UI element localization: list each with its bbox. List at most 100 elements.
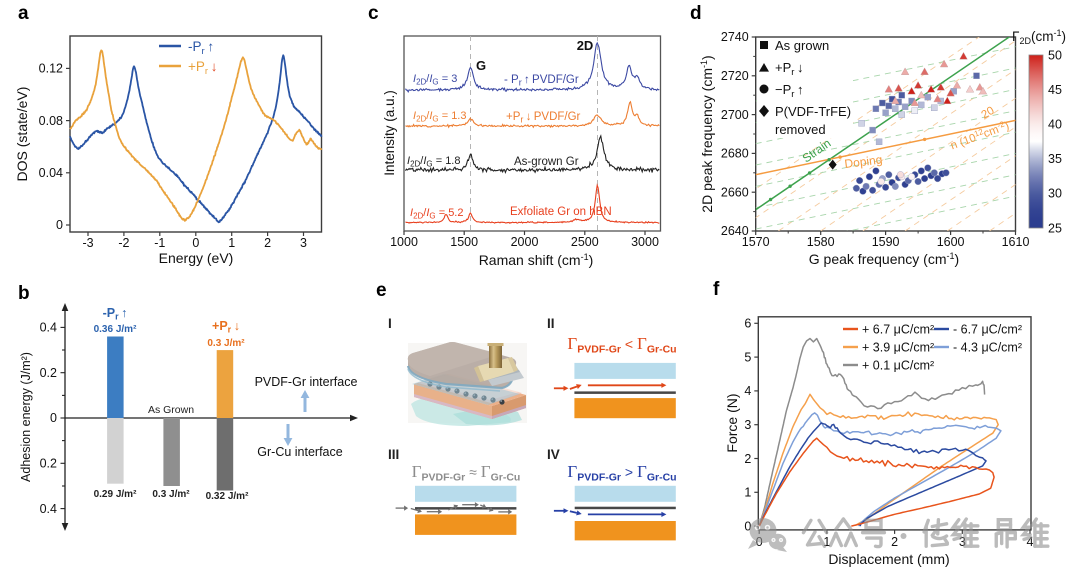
svg-text:Raman shift (cm-1): Raman shift (cm-1)	[479, 252, 594, 268]
svg-text:P(VDF-TrFE): P(VDF-TrFE)	[775, 104, 851, 119]
svg-text:30: 30	[1048, 187, 1062, 201]
svg-text:a: a	[18, 3, 29, 24]
svg-text:ΓPVDF-Gr < ΓGr-Cu: ΓPVDF-Gr < ΓGr-Cu	[567, 334, 676, 356]
svg-text:1: 1	[228, 236, 235, 250]
svg-text:1000: 1000	[390, 235, 418, 249]
svg-text:2: 2	[264, 236, 271, 250]
svg-text:45: 45	[1048, 83, 1062, 97]
svg-text:3: 3	[300, 236, 307, 250]
svg-text:+ 6.7 μC/cm²: + 6.7 μC/cm²	[862, 323, 934, 337]
svg-text:0.2: 0.2	[40, 457, 57, 471]
svg-text:III: III	[388, 447, 399, 462]
svg-text:5: 5	[744, 350, 751, 364]
svg-text:ΓPVDF-Gr > ΓGr-Cu: ΓPVDF-Gr > ΓGr-Cu	[567, 462, 676, 484]
svg-text:Γ2D(cm-1): Γ2D(cm-1)	[1012, 28, 1066, 46]
svg-text:3: 3	[959, 535, 966, 549]
svg-text:20: 20	[980, 105, 997, 122]
svg-text:b: b	[18, 283, 30, 304]
svg-text:G peak frequency (cm-1): G peak frequency (cm-1)	[809, 251, 959, 267]
svg-text:2: 2	[891, 535, 898, 549]
svg-text:e: e	[376, 280, 387, 301]
svg-text:I2D/IG = 5.2: I2D/IG = 5.2	[410, 207, 463, 221]
svg-text:Displacement (mm): Displacement (mm)	[828, 551, 949, 567]
svg-text:0.32 J/m²: 0.32 J/m²	[206, 491, 249, 502]
svg-text:2500: 2500	[571, 235, 599, 249]
svg-text:- Pr ↑ PVDF/Gr: - Pr ↑ PVDF/Gr	[504, 74, 579, 88]
svg-text:2740: 2740	[721, 30, 749, 44]
svg-text:+Pr ↓: +Pr ↓	[188, 59, 218, 77]
svg-text:+Pr ↓ PVDF/Gr: +Pr ↓ PVDF/Gr	[506, 111, 581, 125]
svg-text:As-grown Gr: As-grown Gr	[514, 156, 579, 168]
svg-text:removed: removed	[775, 122, 826, 137]
svg-text:2660: 2660	[721, 185, 749, 199]
svg-text:50: 50	[1048, 48, 1062, 62]
svg-text:PVDF-Gr interface: PVDF-Gr interface	[255, 375, 358, 389]
svg-text:0.08: 0.08	[39, 114, 63, 128]
svg-text:0: 0	[50, 411, 57, 425]
svg-text:-1: -1	[154, 236, 165, 250]
svg-text:-2: -2	[118, 236, 129, 250]
svg-text:1570: 1570	[742, 235, 770, 249]
svg-text:ΓPVDF-Gr ≈ ΓGr-Cu: ΓPVDF-Gr ≈ ΓGr-Cu	[412, 462, 521, 484]
svg-text:I2D/IG = 1.3: I2D/IG = 1.3	[413, 110, 466, 124]
svg-text:As grown: As grown	[775, 38, 829, 53]
svg-text:2680: 2680	[721, 147, 749, 161]
svg-text:0: 0	[744, 519, 751, 533]
svg-text:-3: -3	[82, 236, 93, 250]
svg-text:Gr-Cu interface: Gr-Cu interface	[257, 445, 342, 459]
svg-text:−Pr ↑: −Pr ↑	[775, 82, 804, 100]
svg-text:Energy (eV): Energy (eV)	[159, 250, 234, 266]
svg-text:Doping: Doping	[844, 152, 883, 171]
svg-text:2700: 2700	[721, 108, 749, 122]
svg-text:+Pr ↓: +Pr ↓	[212, 319, 240, 335]
svg-text:0.2: 0.2	[40, 366, 57, 380]
svg-text:-Pr ↑: -Pr ↑	[103, 306, 128, 322]
svg-text:G: G	[476, 58, 486, 73]
svg-text:35: 35	[1048, 152, 1062, 166]
svg-text:2D: 2D	[577, 38, 594, 53]
svg-text:0: 0	[192, 236, 199, 250]
svg-text:d: d	[690, 3, 702, 24]
svg-text:1590: 1590	[872, 235, 900, 249]
svg-text:2640: 2640	[721, 224, 749, 238]
svg-text:25: 25	[1048, 221, 1062, 235]
svg-text:1580: 1580	[807, 235, 835, 249]
svg-text:II: II	[547, 316, 555, 331]
svg-text:0.3 J/m²: 0.3 J/m²	[152, 489, 190, 500]
svg-text:+ 0.1 μC/cm²: + 0.1 μC/cm²	[862, 359, 934, 373]
svg-text:1500: 1500	[450, 235, 478, 249]
svg-text:DOS (state/eV): DOS (state/eV)	[14, 87, 30, 182]
svg-text:0.3 J/m²: 0.3 J/m²	[207, 338, 245, 349]
svg-text:Intensity (a.u.): Intensity (a.u.)	[382, 90, 397, 176]
svg-text:2: 2	[744, 452, 751, 466]
svg-text:0.29 J/m²: 0.29 J/m²	[94, 489, 137, 500]
svg-text:2000: 2000	[511, 235, 539, 249]
svg-text:c: c	[368, 3, 379, 24]
svg-text:-Pr ↑: -Pr ↑	[188, 39, 214, 57]
svg-text:0: 0	[56, 218, 63, 232]
svg-text:2D peak frequency (cm-1): 2D peak frequency (cm-1)	[699, 55, 715, 212]
svg-text:4: 4	[744, 384, 751, 398]
svg-text:0.4: 0.4	[40, 321, 57, 335]
svg-text:Exfoliate Gr on hBN: Exfoliate Gr on hBN	[510, 206, 612, 218]
svg-text:4: 4	[1027, 535, 1034, 549]
svg-text:Force (N): Force (N)	[724, 393, 740, 452]
svg-text:3: 3	[744, 418, 751, 432]
svg-text:+Pr ↓: +Pr ↓	[775, 60, 804, 78]
svg-text:I2D/IG = 1.8: I2D/IG = 1.8	[407, 155, 460, 169]
svg-text:IV: IV	[547, 447, 560, 462]
svg-text:1: 1	[744, 486, 751, 500]
svg-text:As Grown: As Grown	[148, 404, 194, 416]
svg-text:f: f	[713, 279, 720, 300]
svg-text:6: 6	[744, 317, 751, 331]
svg-text:0.36 J/m²: 0.36 J/m²	[94, 324, 137, 335]
svg-text:- 4.3 μC/cm²: - 4.3 μC/cm²	[953, 341, 1022, 355]
svg-text:1610: 1610	[1002, 235, 1030, 249]
svg-text:- 6.7 μC/cm²: - 6.7 μC/cm²	[953, 323, 1022, 337]
svg-text:0.4: 0.4	[40, 502, 57, 516]
svg-text:I2D/IG = 3: I2D/IG = 3	[413, 73, 457, 87]
svg-text:40: 40	[1048, 118, 1062, 132]
svg-text:0.04: 0.04	[39, 166, 63, 180]
svg-text:1: 1	[823, 535, 830, 549]
svg-text:3000: 3000	[631, 235, 659, 249]
